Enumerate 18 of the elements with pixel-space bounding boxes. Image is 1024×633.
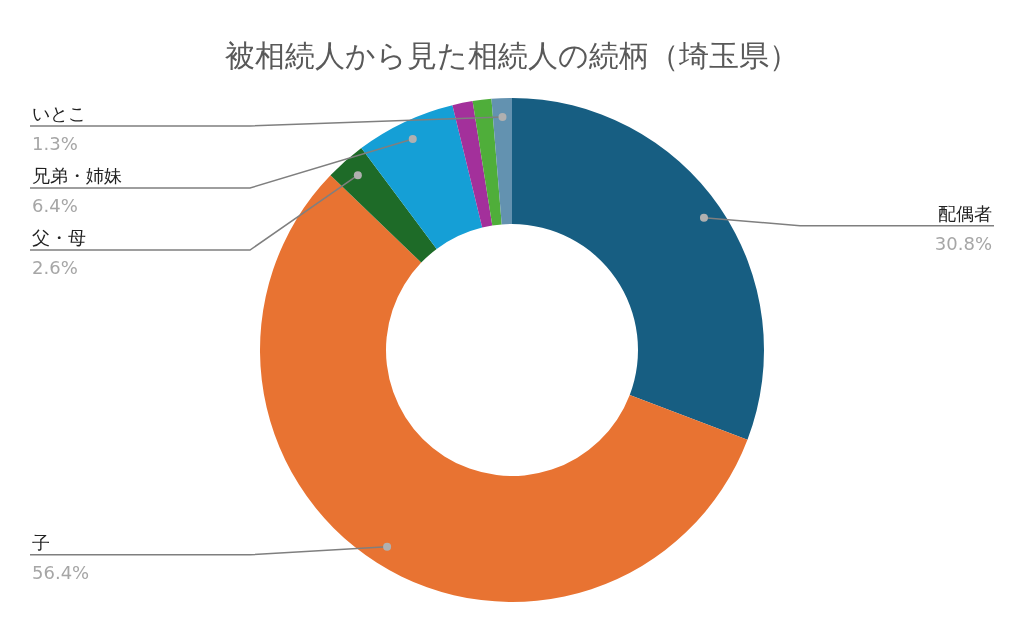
data-label: 56.4%: [32, 561, 90, 583]
donut-slice: [452, 101, 493, 228]
data-label: 2.6%: [32, 257, 78, 278]
data-label: 6.4%: [32, 195, 78, 216]
donut-slice: [361, 105, 483, 249]
donut-slice: [260, 175, 748, 602]
donut-slice: [330, 148, 437, 263]
data-label: 1.3%: [32, 133, 78, 154]
donut-slice: [512, 98, 764, 440]
slice-label: 子: [32, 531, 50, 553]
chart-title: 被相続人から見た相続人の続柄（埼玉県）: [225, 38, 799, 73]
data-label: 30.8%: [934, 232, 992, 254]
donut-slice: [491, 98, 512, 225]
slice-label: いとこ: [32, 103, 86, 124]
slice-label: 配偶者: [938, 202, 992, 224]
slice-label: 父・母: [32, 227, 86, 248]
slice-label: 兄弟・姉妹: [32, 165, 122, 186]
donut-slice: [472, 98, 502, 226]
